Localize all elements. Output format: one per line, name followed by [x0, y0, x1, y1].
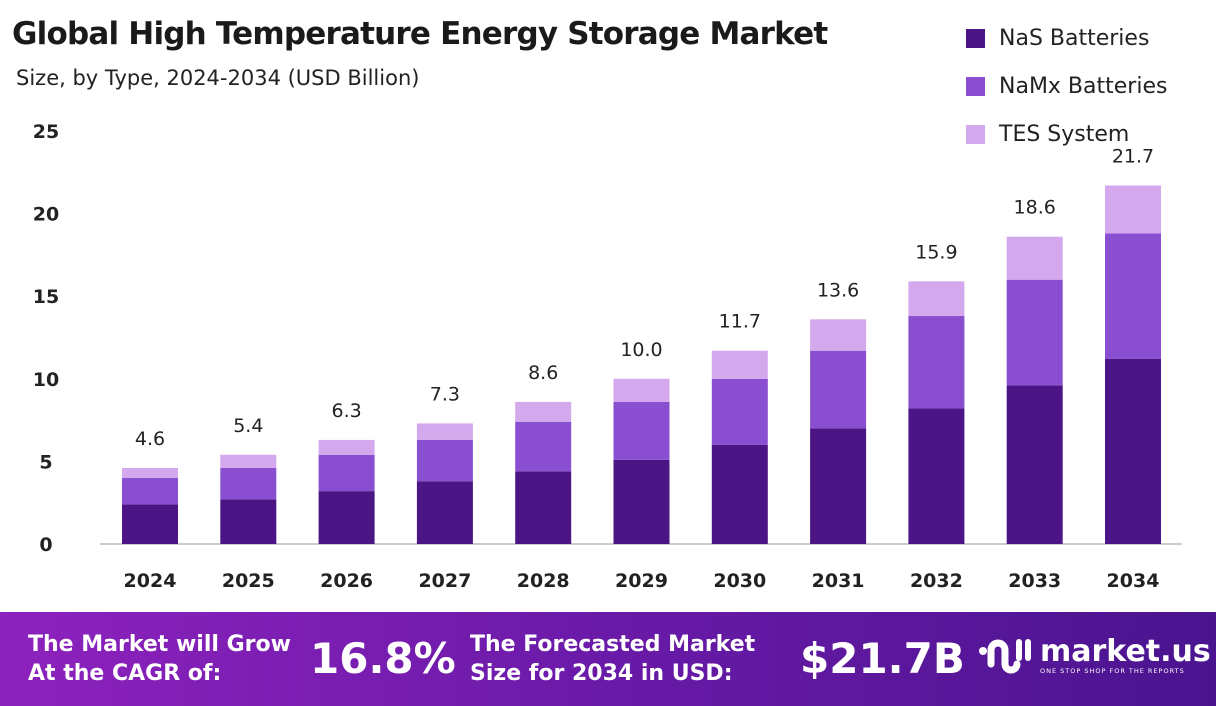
legend: NaS Batteries NaMx Batteries TES System [966, 14, 1167, 158]
legend-label: NaS Batteries [999, 25, 1150, 51]
bar-segment [810, 350, 867, 429]
bar-segment [1105, 233, 1161, 359]
bar-segment [515, 471, 572, 544]
data-label: 13.6 [817, 279, 859, 301]
x-tick-label: 2027 [418, 570, 471, 592]
y-tick-label: 15 [33, 286, 59, 308]
data-label: 10.0 [620, 339, 662, 361]
bar-segment [711, 378, 768, 445]
x-tick-label: 2032 [910, 570, 963, 592]
cagr-label-line2: At the CAGR of: [28, 661, 222, 686]
x-tick-label: 2026 [320, 570, 373, 592]
bar-segment [810, 319, 867, 351]
forecast-label: The Forecasted Market Size for 2034 in U… [470, 630, 755, 688]
bar-segment [1006, 236, 1063, 280]
bar-segment [1006, 385, 1063, 544]
bar-segment [220, 499, 277, 544]
x-tick-label: 2030 [713, 570, 766, 592]
forecast-value: $21.7B [800, 634, 965, 683]
legend-swatch [966, 124, 985, 144]
bar-segment [908, 316, 965, 409]
legend-label: TES System [999, 121, 1130, 147]
bar-segment [318, 439, 375, 455]
footer-banner: The Market will Grow At the CAGR of: 16.… [0, 612, 1216, 706]
y-tick-label: 0 [39, 534, 52, 556]
bar-segment [416, 481, 473, 544]
data-label: 8.6 [528, 362, 558, 384]
cagr-value: 16.8% [310, 634, 456, 683]
logo-name: market.us [1040, 634, 1211, 669]
legend-item-namx: NaMx Batteries [966, 62, 1167, 110]
data-label: 11.7 [719, 311, 761, 333]
data-label: 15.9 [915, 241, 957, 263]
bar-segment [711, 350, 768, 379]
bar-segment [810, 428, 867, 544]
y-tick-label: 10 [33, 369, 59, 391]
x-tick-label: 2029 [615, 570, 668, 592]
x-tick-label: 2033 [1008, 570, 1061, 592]
data-label: 4.6 [135, 428, 165, 450]
y-tick-label: 25 [33, 121, 59, 143]
forecast-label-line2: Size for 2034 in USD: [470, 661, 733, 686]
bar-segment [220, 468, 277, 500]
data-label: 21.7 [1112, 146, 1154, 168]
bar-segment [1105, 185, 1161, 234]
bar-segment [515, 401, 572, 422]
bar-segment [220, 454, 277, 469]
bar-segment [318, 491, 375, 544]
cagr-label: The Market will Grow At the CAGR of: [28, 630, 291, 688]
logo-icon [979, 639, 1031, 674]
chart-subtitle: Size, by Type, 2024-2034 (USD Billion) [16, 66, 420, 90]
bar-segment [1006, 279, 1063, 386]
bar-segment [1105, 358, 1161, 544]
bar-segment [416, 439, 473, 482]
bar-segment [613, 401, 670, 460]
logo-tagline: ONE STOP SHOP FOR THE REPORTS [1040, 667, 1185, 675]
legend-swatch [966, 76, 985, 96]
bar-segment [613, 459, 670, 544]
chart-title: Global High Temperature Energy Storage M… [12, 16, 828, 52]
x-tick-label: 2034 [1107, 570, 1160, 592]
x-tick-label: 2025 [222, 570, 275, 592]
bar-segment [416, 423, 473, 440]
forecast-label-line1: The Forecasted Market [470, 632, 756, 657]
data-label: 18.6 [1014, 197, 1056, 219]
x-tick-label: 2024 [124, 570, 177, 592]
cagr-label-line1: The Market will Grow [28, 632, 291, 657]
stacked-bar-chart: 05101520254.620245.420256.320267.320278.… [33, 121, 1182, 592]
y-tick-label: 20 [33, 204, 59, 226]
data-label: 7.3 [430, 383, 460, 405]
bar-segment [711, 444, 768, 544]
x-tick-label: 2028 [517, 570, 570, 592]
bar-segment [908, 281, 965, 317]
bar-segment [122, 468, 178, 478]
bar-segment [515, 421, 572, 472]
x-tick-label: 2031 [812, 570, 865, 592]
legend-item-nas: NaS Batteries [966, 14, 1167, 62]
legend-swatch [966, 28, 985, 48]
bar-segment [318, 454, 375, 492]
data-label: 6.3 [331, 400, 361, 422]
data-label: 5.4 [233, 415, 263, 437]
y-tick-label: 5 [39, 451, 52, 473]
bar-segment [122, 504, 178, 544]
legend-label: NaMx Batteries [999, 73, 1168, 99]
legend-item-tes: TES System [966, 110, 1167, 158]
bar-segment [908, 408, 965, 544]
bar-segment [122, 477, 178, 505]
market-us-logo: market.us ONE STOP SHOP FOR THE REPORTS [978, 634, 1211, 678]
bar-segment [613, 378, 670, 402]
